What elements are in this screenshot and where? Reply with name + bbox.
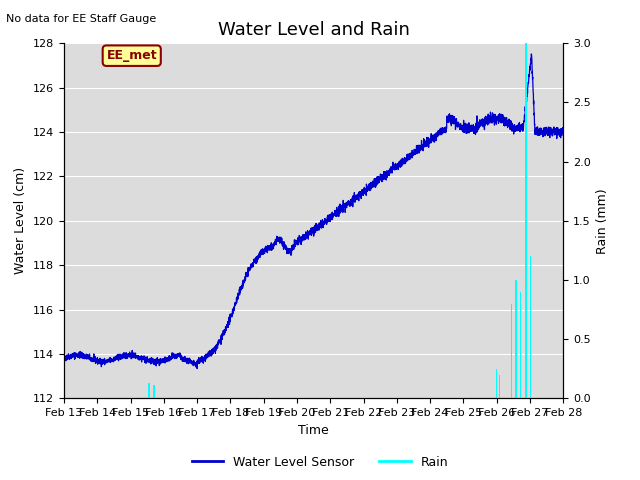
- Y-axis label: Rain (mm): Rain (mm): [596, 188, 609, 253]
- Text: EE_met: EE_met: [106, 49, 157, 62]
- Y-axis label: Water Level (cm): Water Level (cm): [15, 167, 28, 275]
- Title: Water Level and Rain: Water Level and Rain: [218, 21, 410, 39]
- Legend: Water Level Sensor, Rain: Water Level Sensor, Rain: [187, 451, 453, 474]
- X-axis label: Time: Time: [298, 424, 329, 437]
- Text: No data for EE Staff Gauge: No data for EE Staff Gauge: [6, 14, 157, 24]
